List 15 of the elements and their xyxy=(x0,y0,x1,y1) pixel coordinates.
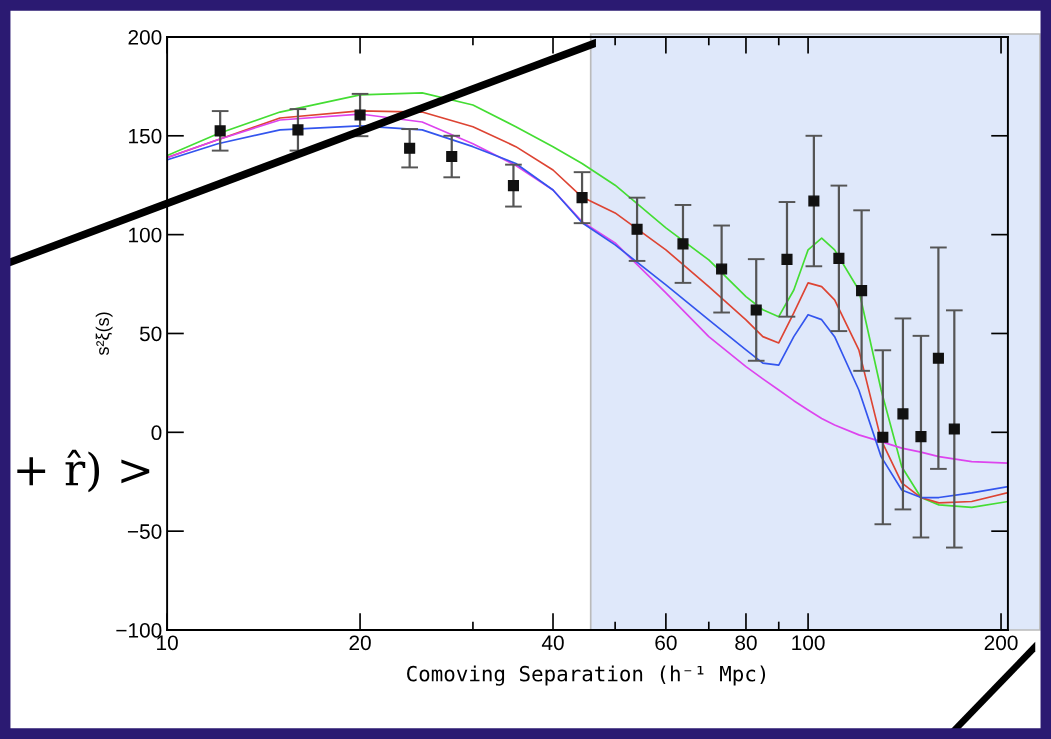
y-tick-label: 150 xyxy=(129,128,162,144)
x-axis-title: Comoving Separation (h⁻¹ Mpc) xyxy=(407,665,766,686)
x-tick-label: 200 xyxy=(984,635,1018,651)
x-tick-label: 40 xyxy=(541,635,564,651)
x-tick-label: 80 xyxy=(735,635,757,651)
y-tick-label: 200 xyxy=(128,29,162,45)
text: + r̂) > xyxy=(17,449,150,493)
x-tick-label: 100 xyxy=(792,635,825,651)
x-tick-label: 20 xyxy=(349,635,371,651)
y-tick-label: 50 xyxy=(139,326,162,342)
y-tick-label: 0 xyxy=(151,425,162,441)
y-tick-label: 100 xyxy=(129,227,162,243)
y-tick-label: −50 xyxy=(127,524,162,539)
y-axis-title: s²ξ(s) xyxy=(95,312,113,356)
x-tick-label: 60 xyxy=(655,635,677,651)
